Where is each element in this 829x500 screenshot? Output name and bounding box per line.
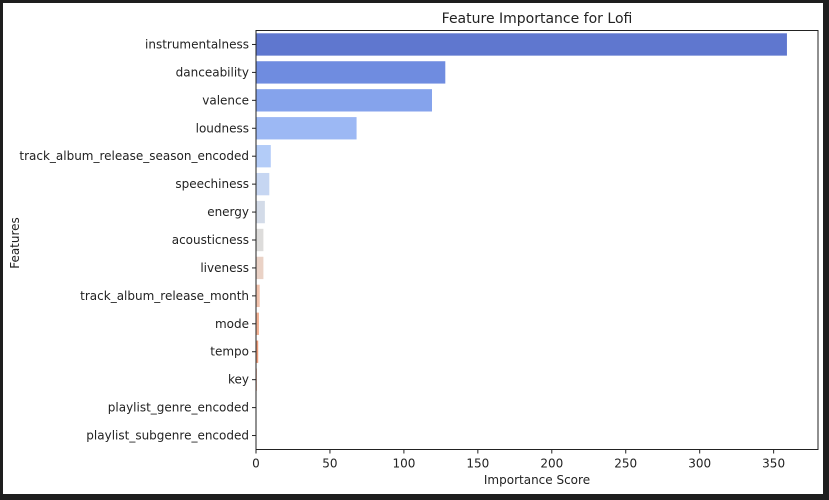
y-tick-label: energy [207,205,249,219]
bar-valence [256,89,432,112]
feature-importance-chart: Feature Importance for Lofi instrumental… [8,11,819,487]
x-axis-label: Importance Score [484,473,590,487]
y-tick-label: track_album_release_month [80,289,249,303]
x-tick-label: 50 [322,457,337,471]
bar-loudness [256,117,357,140]
plot-area-frame [255,30,819,450]
bar-instrumentalness [256,33,787,56]
chart-canvas: Feature Importance for Lofi instrumental… [3,3,823,494]
y-axis-label: Features [8,217,22,269]
y-tick-label: instrumentalness [145,37,249,51]
y-tick-label: playlist_subgenre_encoded [86,429,249,443]
x-tick-label: 150 [466,457,489,471]
y-tick-label: playlist_genre_encoded [108,401,249,415]
bar-acousticness [256,228,264,252]
y-tick-label: loudness [196,121,249,135]
x-tick-label: 350 [762,457,785,471]
y-tick-label: valence [202,93,249,107]
y-tick-label: danceability [176,65,249,79]
bar-track-album-release-season-encoded [256,145,271,168]
bar-tempo [256,340,259,363]
y-tick-label: acousticness [172,233,249,247]
bar-energy [256,200,265,224]
bar-danceability [256,61,446,84]
x-tick-label: 100 [392,457,415,471]
y-tick-label: tempo [210,345,249,359]
y-tick-label: speechiness [175,177,249,191]
bar-mode [256,312,259,335]
x-tick-label: 250 [614,457,637,471]
bar-speechiness [256,172,270,196]
bar-track-album-release-month [256,284,260,308]
y-tick-label: mode [215,317,249,331]
y-tick-label: track_album_release_season_encoded [19,149,249,163]
y-tick-labels: instrumentalness danceability valence loudn… [19,37,256,443]
chart-title: Feature Importance for Lofi [442,11,633,27]
x-tick-label: 200 [540,457,563,471]
x-tick-label: 0 [252,457,260,471]
bar-liveness [256,256,264,280]
bars-group [256,33,787,447]
x-tick-label: 300 [688,457,711,471]
y-tick-label: liveness [200,261,249,275]
x-axis-ticks: 0 50 100 150 200 250 300 350 [252,449,785,471]
y-tick-label: key [228,373,249,387]
